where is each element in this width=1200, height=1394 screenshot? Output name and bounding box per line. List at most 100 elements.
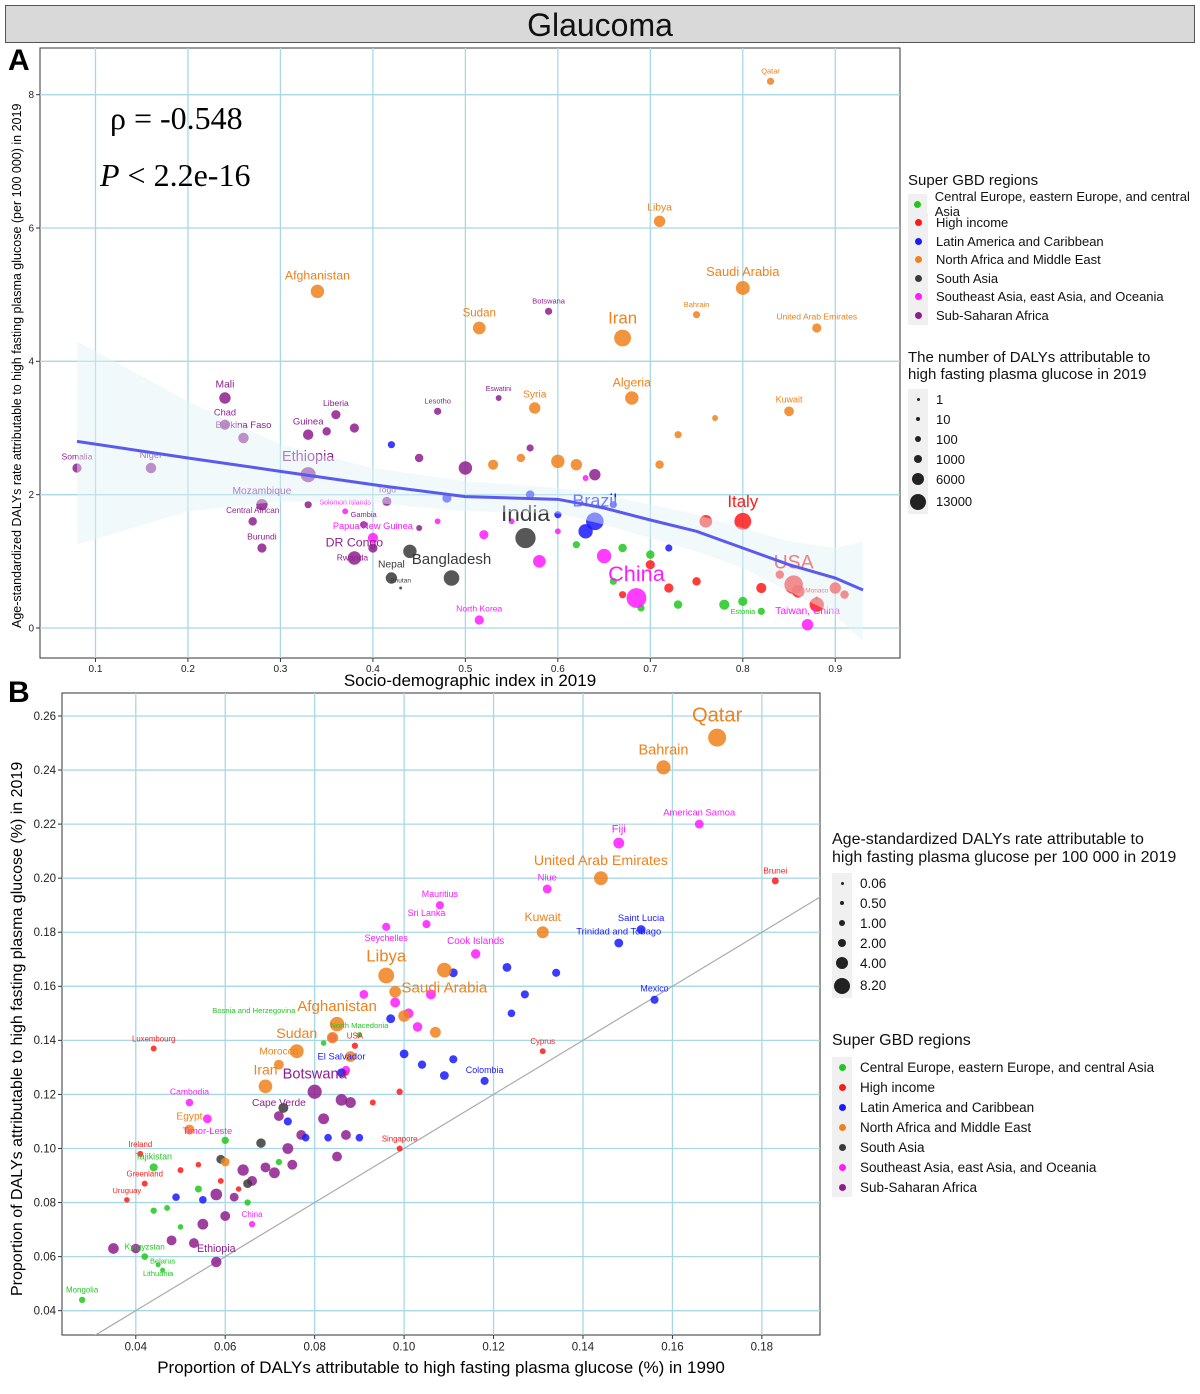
data-point-united-arab-emirates xyxy=(812,323,822,333)
data-point xyxy=(439,1071,449,1080)
data-point xyxy=(458,461,473,475)
point-label: Egypt xyxy=(176,1112,202,1123)
data-point xyxy=(403,544,417,559)
data-point xyxy=(220,1157,230,1167)
y-tick-label: 0.20 xyxy=(34,873,56,885)
plot-layer xyxy=(78,728,820,1335)
legend-label: High income xyxy=(860,1079,936,1095)
data-point xyxy=(533,555,546,568)
data-point xyxy=(345,1097,356,1108)
data-point xyxy=(646,550,655,559)
p-value-statistic: P < 2.2e-16 xyxy=(100,157,250,194)
data-point xyxy=(326,1031,339,1044)
data-point-taiwan-china xyxy=(801,618,814,631)
data-point xyxy=(673,600,683,609)
legend-dot xyxy=(914,237,922,245)
data-point-north-korea xyxy=(474,615,484,625)
size-legend-label: 100 xyxy=(936,431,958,447)
legend-title-line-1: The number of DALYs attributable to xyxy=(908,349,1151,366)
legend-dot xyxy=(838,1143,846,1151)
y-tick-label: 0.26 xyxy=(34,711,56,723)
data-point xyxy=(177,1224,184,1230)
size-legend-label: 10 xyxy=(936,411,951,427)
data-point xyxy=(554,511,562,519)
data-point-luxembourg xyxy=(150,1045,157,1052)
legend-label: Sub-Saharan Africa xyxy=(936,307,1049,323)
data-point-syria xyxy=(529,402,541,414)
size-dot xyxy=(912,473,924,485)
point-label: China xyxy=(242,1210,263,1219)
data-point xyxy=(398,1010,410,1022)
x-tick-label: 0.5 xyxy=(458,664,472,675)
data-point xyxy=(199,1196,207,1204)
point-label: United Arab Emirates xyxy=(534,853,668,869)
point-label: Bahrain xyxy=(638,742,688,758)
point-label: Ireland xyxy=(128,1140,152,1149)
point-label: Saint Lucia xyxy=(618,912,665,923)
data-point xyxy=(664,583,674,593)
point-label: Qatar xyxy=(761,67,780,76)
size-dot xyxy=(839,900,845,906)
x-tick-label: 0.6 xyxy=(551,664,565,675)
data-point-bahrain xyxy=(656,760,671,775)
point-label: Somalia xyxy=(62,451,93,461)
size-legend-label: 1.00 xyxy=(860,915,887,931)
data-point-kuwait xyxy=(784,406,794,417)
y-tick-label: 2 xyxy=(28,490,34,501)
y-tick-label: 0.18 xyxy=(34,927,56,939)
point-label: Burkina Faso xyxy=(215,420,271,431)
smooth-trend-line xyxy=(76,439,864,592)
data-point xyxy=(237,1164,249,1176)
data-point-sudan xyxy=(289,1044,304,1059)
size-legend-item: 8.20 xyxy=(832,973,1176,998)
data-point xyxy=(396,1088,403,1095)
data-point-afghanistan xyxy=(310,284,325,299)
size-dot xyxy=(840,881,844,885)
data-point-togo xyxy=(382,496,392,506)
y-tick-label: 0.16 xyxy=(34,981,56,993)
data-point xyxy=(738,596,748,606)
size-swatch-icon xyxy=(908,409,928,429)
data-point xyxy=(618,591,627,599)
panel-b-letter: B xyxy=(8,676,30,709)
size-legend-item: 100 xyxy=(908,429,1150,449)
data-point-ireland xyxy=(137,1150,144,1157)
y-tick-label: 4 xyxy=(28,357,34,368)
data-point-mozambique xyxy=(256,498,268,511)
data-point-saudi-arabia xyxy=(437,962,452,978)
data-point-nepal xyxy=(385,572,398,584)
point-label: Ethiopia xyxy=(282,449,335,465)
x-tick-label: 0.7 xyxy=(643,664,657,675)
legend-swatch-icon xyxy=(908,286,928,307)
data-point-bangladesh xyxy=(443,570,460,586)
point-label: Rwanda xyxy=(337,553,369,563)
x-tick-label: 0.10 xyxy=(393,1342,415,1354)
y-tick-label: 0.22 xyxy=(34,819,56,831)
data-point xyxy=(840,590,849,599)
legend-title-line-2: high fasting plasma glucose in 2019 xyxy=(908,366,1147,383)
data-point-colombia xyxy=(480,1076,489,1085)
label-layer: Qatar Libya Saudi Arabia Afghanistan Botswan… xyxy=(66,705,787,1295)
legend-item-hi: High income xyxy=(908,212,1200,233)
data-point-china xyxy=(248,1221,256,1228)
data-point-rwanda xyxy=(368,543,378,553)
point-label: Taiwan, China xyxy=(775,606,840,617)
size-legend-label: 1000 xyxy=(936,451,965,467)
point-label: Mexico xyxy=(640,984,668,994)
data-point xyxy=(570,458,583,471)
point-label: Algeria xyxy=(613,375,651,389)
point-label: Botswana xyxy=(283,1067,348,1083)
point-label: Bhutan xyxy=(390,578,411,585)
legend-dot xyxy=(838,1063,846,1071)
legend-item-ssa: Sub-Saharan Africa xyxy=(908,305,1200,326)
legend-label: High income xyxy=(936,215,1009,231)
size-swatch-icon xyxy=(908,469,928,489)
point-label: Greenland xyxy=(127,1170,163,1179)
point-label: Libya xyxy=(366,947,407,966)
legend-label: North Africa and Middle East xyxy=(936,252,1101,268)
identity-reference-line xyxy=(94,896,820,1335)
p-value-text: < 2.2e-16 xyxy=(119,157,251,193)
data-point xyxy=(387,441,395,449)
data-point xyxy=(479,530,489,540)
